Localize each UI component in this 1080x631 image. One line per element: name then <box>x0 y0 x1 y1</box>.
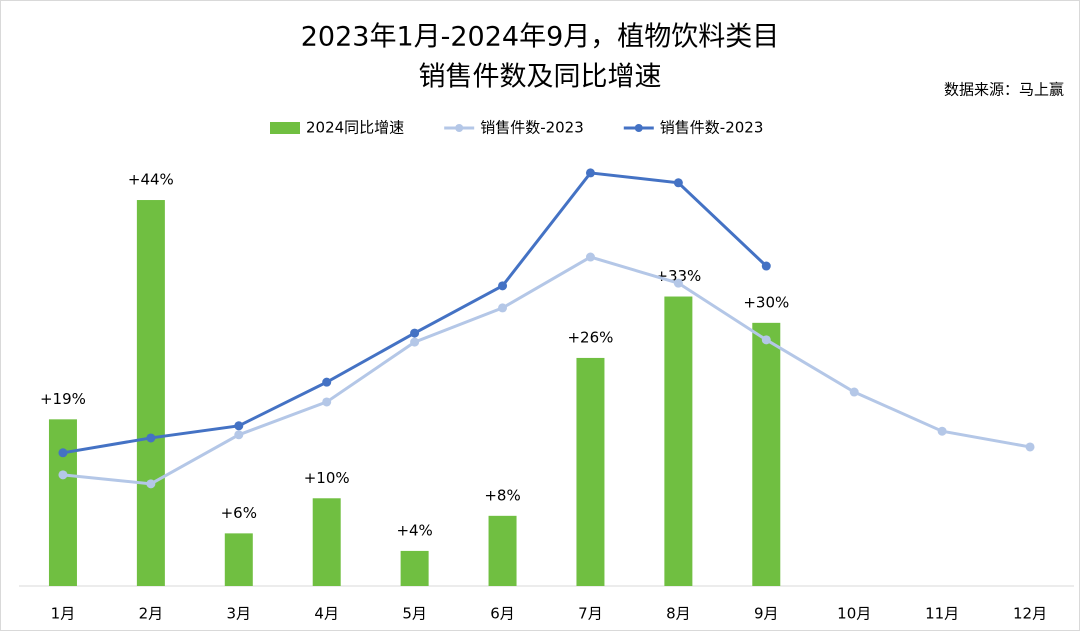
data-label: +26% <box>567 328 613 346</box>
x-tick-label: 9月 <box>754 605 779 623</box>
x-tick-label: 12月 <box>1013 605 1047 623</box>
line-point <box>410 328 420 338</box>
line-point <box>146 433 156 443</box>
line-point <box>234 430 244 440</box>
line-point <box>673 178 683 188</box>
x-tick-label: 7月 <box>578 605 603 623</box>
bar <box>136 200 165 586</box>
data-label: +6% <box>221 504 257 522</box>
x-tick-label: 11月 <box>925 605 959 623</box>
line-point <box>849 387 859 397</box>
bar <box>576 357 605 586</box>
data-label: +44% <box>128 171 174 189</box>
line-point <box>322 397 332 407</box>
data-label: +4% <box>396 521 432 539</box>
line-point <box>498 281 508 291</box>
legend-label: 销售件数-2023 <box>660 119 764 137</box>
line-point <box>673 278 683 288</box>
x-tick-label: 3月 <box>227 605 252 623</box>
legend-marker <box>455 124 464 132</box>
data-label: +19% <box>40 390 86 408</box>
line-point <box>498 303 508 313</box>
chart-title: 2023年1月-2024年9月，植物饮料类目 <box>301 22 780 53</box>
legend-label: 销售件数-2023 <box>480 119 584 137</box>
line-point <box>761 261 771 271</box>
line-point <box>58 448 68 458</box>
x-tick-label: 4月 <box>314 605 339 623</box>
bar <box>48 419 77 586</box>
x-tick-label: 8月 <box>666 605 691 623</box>
line-point <box>585 168 595 178</box>
chart-subtitle: 销售件数及同比增速 <box>419 62 662 93</box>
bar <box>488 515 517 586</box>
line-point <box>146 479 156 489</box>
line-point <box>234 421 244 431</box>
x-tick-label: 5月 <box>402 605 427 623</box>
x-tick-label: 10月 <box>837 605 871 623</box>
data-label: +30% <box>743 293 789 311</box>
line-point <box>761 335 771 345</box>
line-point <box>1025 442 1035 452</box>
legend-marker <box>634 124 643 132</box>
bar <box>664 296 693 586</box>
data-label: +10% <box>304 469 350 487</box>
legend-label: 2024同比增速 <box>306 119 404 137</box>
bar <box>224 533 253 586</box>
line-point <box>410 337 420 347</box>
bar <box>400 550 429 586</box>
bar <box>312 498 341 586</box>
line-point <box>585 252 595 262</box>
source: 数据来源：马上赢 <box>944 81 1064 99</box>
bar <box>752 322 781 586</box>
data-label: +8% <box>484 486 520 504</box>
line-point <box>322 377 332 387</box>
line <box>62 255 1031 486</box>
legend-swatch <box>270 122 300 134</box>
x-tick-label: 1月 <box>51 605 76 623</box>
x-tick-label: 6月 <box>490 605 515 623</box>
line-point <box>58 470 68 480</box>
x-tick-label: 2月 <box>139 605 164 623</box>
line-point <box>937 426 947 436</box>
